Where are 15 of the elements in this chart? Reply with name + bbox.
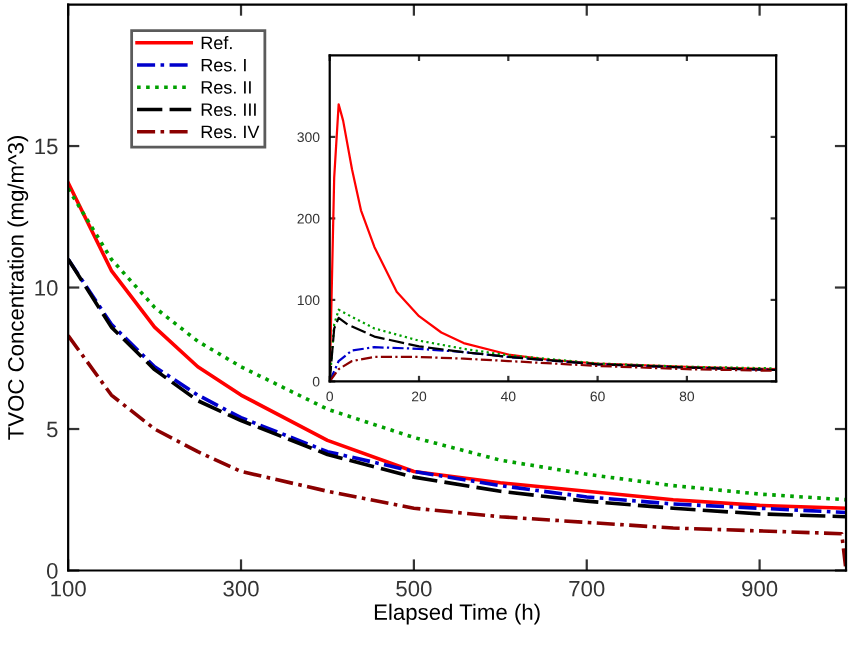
y-tick-label: 0 <box>46 563 58 579</box>
y-tick-label: 5 <box>46 421 58 438</box>
legend-label: Res. IV <box>201 125 260 139</box>
x-tick-label: 700 <box>569 580 605 597</box>
y-axis-title: TVOC Concentration (mg/m^3) <box>7 136 29 440</box>
legend-label: Res. I <box>201 58 246 72</box>
y-tick-label: 10 <box>35 280 58 296</box>
x-axis-title: Elapsed Time (h) <box>374 603 540 625</box>
legend-label: Ref. <box>201 36 232 50</box>
x-tick-label: 300 <box>223 580 259 597</box>
y-tick-label: 15 <box>35 138 58 155</box>
legend-label: Res. II <box>201 81 251 94</box>
x-tick-label: 500 <box>396 580 432 597</box>
legend-label: Res. III <box>201 103 256 116</box>
x-tick-label: 900 <box>742 580 778 597</box>
